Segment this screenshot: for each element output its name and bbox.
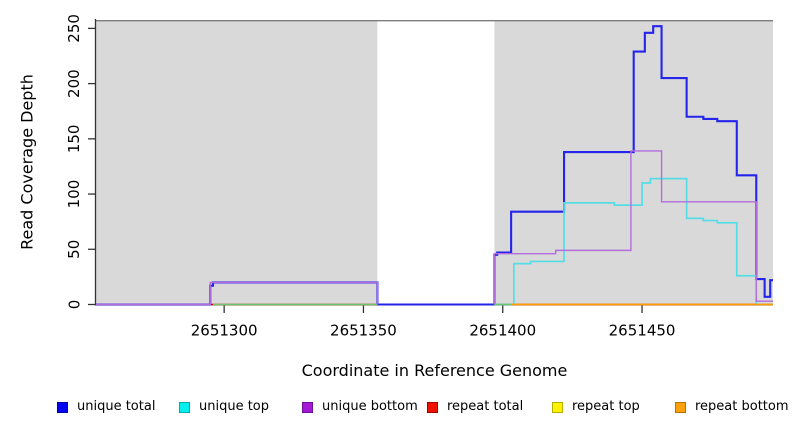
y-tick-label: 200 [65,69,83,98]
legend-label-repeat-bottom: repeat bottom [695,399,789,414]
legend-item-unique-bottom: unique bottom [302,399,418,415]
x-axis-ticks: 2651300 2651350 2651400 2651450 [191,305,676,340]
y-axis-title: Read Coverage Depth [17,74,37,250]
legend-label-repeat-top: repeat top [572,399,640,414]
legend-label-repeat-total: repeat total [447,399,524,414]
legend-label-unique-bottom: unique bottom [322,399,418,414]
legend-item-unique-top: unique top [179,399,269,415]
series-unique-total [96,25,773,306]
shaded-regions [96,21,773,306]
y-axis-ticks: 0 50 100 150 200 250 [65,14,96,310]
series-unique-bottom [96,150,773,306]
legend-swatch-unique-total [57,401,68,413]
legend-swatch-repeat-top [552,401,563,413]
x-tick-label: 2651450 [609,322,676,340]
shaded-region [96,21,378,306]
legend-item-unique-total: unique total [57,399,155,415]
series-segment [96,281,379,306]
legend-swatch-unique-top [179,401,190,413]
legend-item-repeat-bottom: repeat bottom [675,399,789,415]
legend-label-unique-total: unique total [77,399,156,414]
legend-swatch-unique-bottom [302,401,313,413]
series-unique-top [494,177,773,306]
legend-label-unique-top: unique top [199,399,270,414]
legend-item-repeat-total: repeat total [427,399,523,415]
x-tick-label: 2651350 [330,322,397,340]
series-segment [493,150,773,305]
y-tick-label: 0 [65,300,83,310]
legend-item-repeat-top: repeat top [552,399,640,415]
legend-swatch-repeat-total [427,401,438,413]
legend: unique total unique top unique bottom re… [0,399,792,419]
y-tick-label: 150 [65,125,83,154]
y-tick-label: 100 [65,180,83,209]
x-axis-title: Coordinate in Reference Genome [301,361,568,380]
x-tick-label: 2651400 [469,322,536,340]
x-tick-label: 2651300 [191,322,258,340]
y-tick-label: 50 [65,240,83,259]
series-segment [96,25,773,306]
y-tick-label: 250 [65,14,83,43]
legend-swatch-repeat-bottom [675,401,686,413]
series-segment [494,177,773,306]
